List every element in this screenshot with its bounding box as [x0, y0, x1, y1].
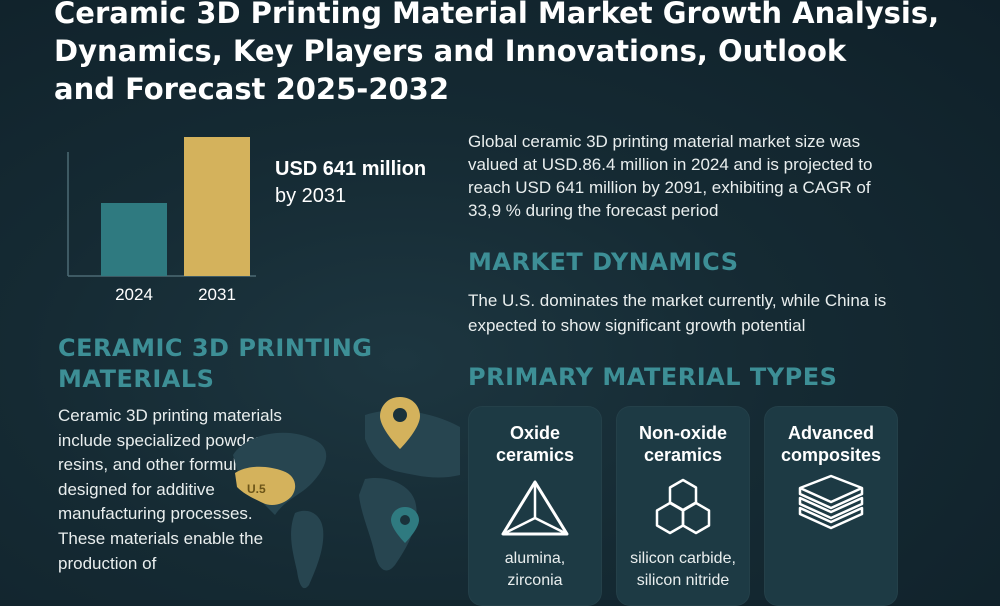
market-dynamics-text: The U.S. dominates the market currently,… — [468, 291, 887, 335]
card-title-line-1: Advanced — [787, 423, 875, 443]
card-title: Oxide ceramics — [468, 422, 602, 466]
hexagon-cluster-icon — [655, 478, 711, 535]
card-title-line-2: composites — [780, 445, 882, 465]
card-examples-line-1: alumina, — [504, 550, 566, 567]
card-examples: alumina, zirconia — [468, 548, 602, 592]
us-map-label: U.5 — [247, 482, 266, 496]
layers-icon — [798, 474, 864, 530]
card-examples-line-1: silicon carbide, — [630, 550, 736, 567]
materials-heading-line-1: CERAMIC 3D PRINTING — [58, 334, 373, 362]
card-title: Advanced composites — [764, 422, 898, 466]
africa-landmass — [359, 477, 417, 571]
annotation-year: by 2031 — [275, 185, 347, 207]
map-pin-gold-icon — [380, 397, 420, 449]
materials-heading-line-2: MATERIALS — [58, 365, 215, 393]
material-types-heading: PRIMARY MATERIAL TYPES — [468, 363, 838, 391]
title-line-2: Dynamics, Key Players and Innovations, O… — [54, 34, 847, 68]
market-summary-text: Global ceramic 3D printing material mark… — [468, 132, 873, 220]
material-card-non-oxide: Non-oxide ceramics silicon carbide, sili… — [616, 406, 750, 606]
market-size-bar-chart: 2024 2031 — [67, 137, 256, 304]
card-title-line-1: Oxide — [509, 423, 561, 443]
card-title-line-2: ceramics — [495, 445, 575, 465]
us-region — [235, 466, 296, 505]
materials-heading: CERAMIC 3D PRINTING MATERIALS — [58, 333, 388, 395]
card-title-line-1: Non-oxide — [639, 423, 727, 443]
annotation-value: USD 641 million — [275, 158, 427, 180]
material-card-advanced-composites: Advanced composites — [764, 406, 898, 606]
card-title: Non-oxide ceramics — [616, 422, 750, 466]
card-examples-line-2: zirconia — [507, 572, 563, 589]
card-examples-line-2: silicon nitride — [636, 572, 730, 589]
triangle-pyramid-icon — [501, 480, 569, 536]
page-title: Ceramic 3D Printing Material Market Grow… — [54, 0, 954, 108]
chart-annotation: USD 641 million by 2031 — [275, 156, 426, 210]
x-tick-label-2024: 2024 — [115, 285, 153, 304]
world-map: U.5 — [233, 397, 460, 589]
bar-2031 — [184, 137, 250, 276]
map-pin-teal-icon — [391, 507, 419, 543]
material-card-oxide: Oxide ceramics alumina, zirconia — [468, 406, 602, 606]
card-title-line-2: ceramics — [643, 445, 723, 465]
market-dynamics-heading: MARKET DYNAMICS — [468, 248, 739, 276]
card-examples: silicon carbide, silicon nitride — [616, 548, 750, 592]
x-tick-label-2031: 2031 — [198, 285, 236, 304]
materials-description: Ceramic 3D printing materials include sp… — [58, 406, 282, 573]
title-line-1: Ceramic 3D Printing Material Market Grow… — [54, 0, 940, 30]
bar-2024 — [101, 203, 167, 276]
title-line-3: and Forecast 2025-2032 — [54, 72, 450, 106]
south-america-landmass — [291, 510, 324, 589]
